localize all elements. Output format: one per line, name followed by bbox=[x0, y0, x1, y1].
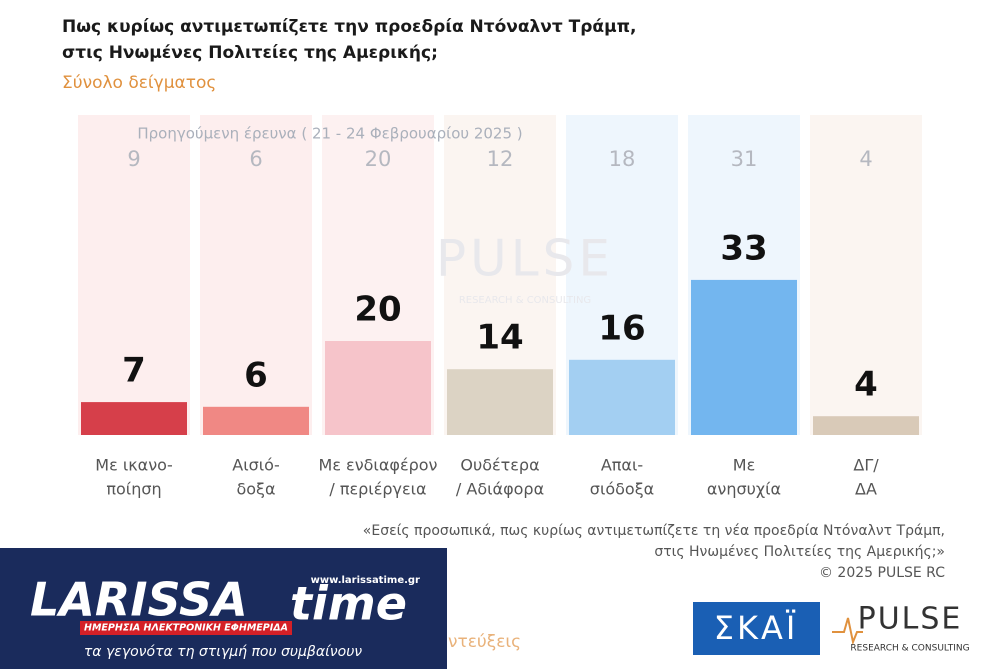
skai-logo bbox=[693, 602, 820, 655]
previous-value: 4 bbox=[859, 147, 872, 171]
x-tick-label: Αισιό- bbox=[232, 456, 279, 475]
bar bbox=[691, 279, 797, 435]
larissa-slogan: τα γεγονότα τη στιγμή που συμβαίνουν bbox=[84, 644, 362, 660]
bar bbox=[447, 369, 553, 435]
footnote: © 2025 PULSE RC bbox=[819, 565, 945, 581]
value-label: 4 bbox=[854, 365, 878, 405]
previous-value: 9 bbox=[127, 147, 140, 171]
x-tick-label: / περιέργεια bbox=[329, 480, 426, 499]
value-label: 20 bbox=[354, 290, 401, 330]
x-tick-label: Με ικανο- bbox=[95, 456, 172, 475]
bar bbox=[325, 341, 431, 435]
larissa-tag: ΗΜΕΡΗΣΙΑ ΗΛΕΚΤΡΟΝΙΚΗ ΕΦΗΜΕΡΙΔΑ bbox=[84, 623, 288, 634]
partial-text: ντεύξεις bbox=[448, 632, 521, 652]
previous-legend: Προηγούμενη έρευνα ( 21 - 24 Φεβρουαρίου… bbox=[137, 125, 522, 143]
x-tick-label: Απαι- bbox=[601, 456, 643, 475]
larissa-time: time bbox=[290, 577, 407, 631]
value-label: 14 bbox=[476, 318, 523, 358]
column-bg bbox=[810, 115, 922, 435]
larissa-logo bbox=[0, 548, 447, 669]
x-tick-label: / Αδιάφορα bbox=[456, 480, 544, 499]
x-tick-label: Ουδέτερα bbox=[460, 456, 539, 475]
chart-title: Πως κυρίως αντιμετωπίζετε την προεδρία Ν… bbox=[62, 17, 637, 37]
pulse-icon bbox=[832, 617, 863, 646]
x-tick-label: ΔΓ/ bbox=[853, 456, 879, 475]
x-tick-label: Με ενδιαφέρον bbox=[319, 456, 438, 475]
chart-title: στις Ηνωμένες Πολιτείες της Αμερικής; bbox=[62, 43, 438, 63]
larissa-url: www.larissatime.gr bbox=[311, 575, 420, 586]
x-tick-label: Με bbox=[733, 456, 755, 475]
x-tick-label: ΔΑ bbox=[855, 480, 877, 499]
value-label: 6 bbox=[244, 355, 268, 395]
x-tick-label: ανησυχία bbox=[707, 480, 781, 499]
bar bbox=[81, 402, 187, 435]
previous-value: 18 bbox=[609, 147, 636, 171]
previous-value: 20 bbox=[365, 147, 392, 171]
larissa-band bbox=[80, 621, 292, 635]
pulse-logo: PULSE bbox=[858, 602, 963, 637]
bar bbox=[569, 359, 675, 435]
footnote: στις Ηνωμένες Πολιτείες της Αμερικής;» bbox=[654, 544, 945, 560]
skai-text: ΣΚΑΪ bbox=[714, 609, 799, 647]
footnote: «Εσείς προσωπικά, πως κυρίως αντιμετωπίζ… bbox=[363, 523, 945, 539]
x-tick-label: ποίηση bbox=[106, 480, 161, 499]
pulse-sub: RESEARCH & CONSULTING bbox=[850, 644, 969, 654]
x-tick-label: σιόδοξα bbox=[590, 480, 654, 499]
value-label: 33 bbox=[720, 228, 767, 268]
x-tick-label: δοξα bbox=[236, 480, 275, 499]
column-bg bbox=[200, 115, 312, 435]
watermark-sub: RESEARCH & CONSULTING bbox=[459, 295, 591, 306]
bar bbox=[813, 416, 919, 435]
column-bg bbox=[78, 115, 190, 435]
value-label: 7 bbox=[122, 351, 146, 391]
watermark: PULSE bbox=[436, 230, 614, 288]
chart-subtitle: Σύνολο δείγματος bbox=[62, 73, 216, 93]
previous-value: 12 bbox=[487, 147, 514, 171]
bar bbox=[203, 406, 309, 435]
larissa-name: LARISSA bbox=[30, 573, 248, 627]
value-label: 16 bbox=[598, 308, 645, 348]
previous-value: 6 bbox=[249, 147, 262, 171]
previous-value: 31 bbox=[731, 147, 758, 171]
